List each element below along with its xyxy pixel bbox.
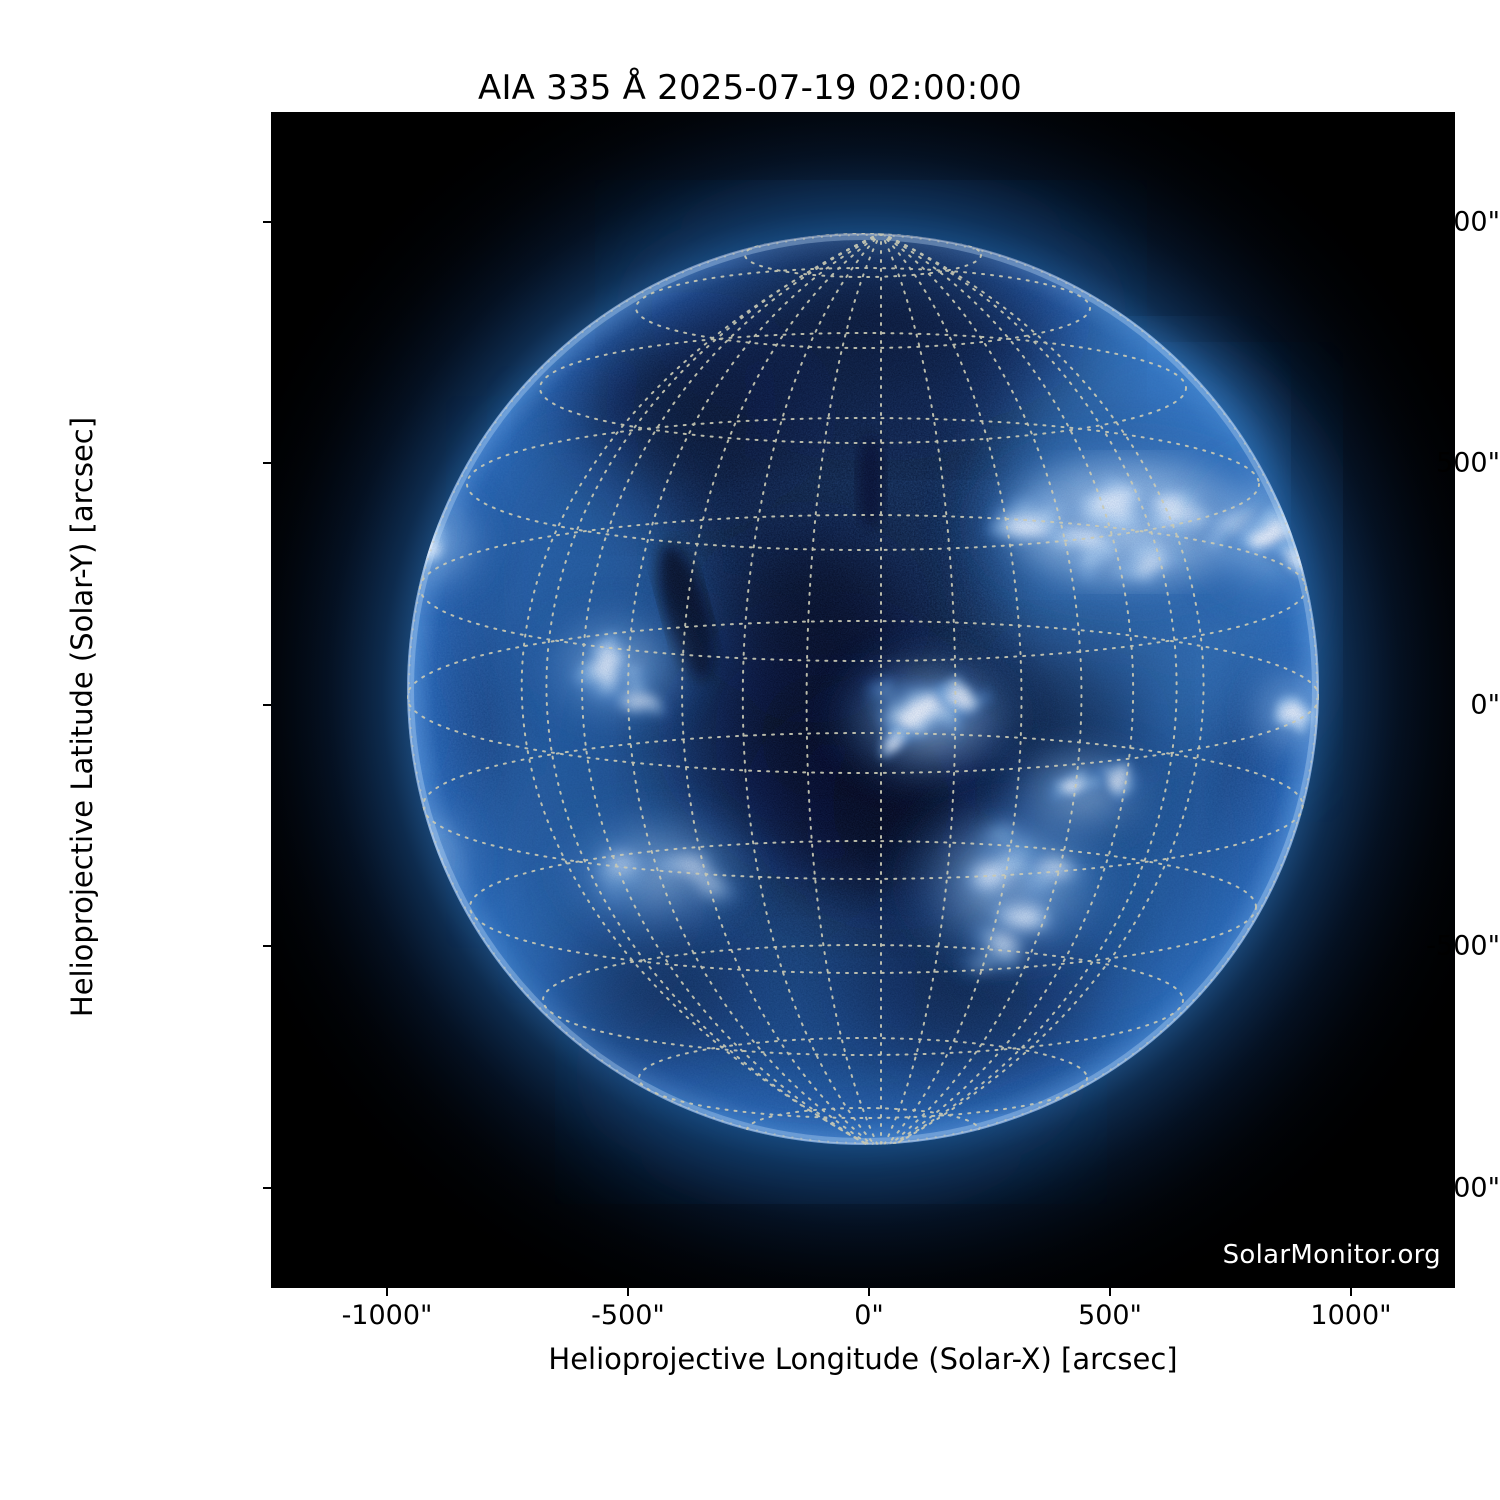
y-tick-label--500: -500" — [1426, 930, 1500, 962]
x-tick-label-500: 500" — [1078, 1300, 1142, 1331]
y-tick-label--1000: -1000" — [1409, 1172, 1500, 1204]
x-tick-1000 — [1350, 1288, 1352, 1296]
y-tick--1000 — [263, 1187, 271, 1189]
y-tick-500 — [263, 462, 271, 464]
x-tick-label--500: -500" — [591, 1300, 665, 1331]
y-tick-label-0: 0" — [1470, 689, 1500, 721]
x-tick--500 — [627, 1288, 629, 1296]
y-tick--500 — [263, 945, 271, 947]
x-tick-500 — [1109, 1288, 1111, 1296]
solar-image-plot-area: SolarMonitor.org — [271, 112, 1455, 1288]
x-tick-label-1000: 1000" — [1310, 1300, 1392, 1331]
y-tick-1000 — [263, 221, 271, 223]
y-axis-title: Helioprojective Latitude (Solar-Y) [arcs… — [65, 416, 99, 1018]
y-tick-label-500: 500" — [1436, 447, 1500, 479]
solar-disk-image — [271, 112, 1455, 1288]
disk-features — [407, 233, 1319, 1145]
x-tick-0 — [868, 1288, 870, 1296]
y-tick-0 — [263, 704, 271, 706]
x-tick-label--1000: -1000" — [341, 1300, 433, 1331]
solar-limb-outline — [408, 234, 1318, 1144]
x-tick-label-0: 0" — [854, 1300, 884, 1331]
x-tick--1000 — [386, 1288, 388, 1296]
y-tick-label-1000: 1000" — [1418, 206, 1500, 238]
heliographic-grid — [407, 233, 1319, 1145]
x-axis-title: Helioprojective Longitude (Solar-X) [arc… — [548, 1342, 1178, 1376]
page-title: AIA 335 Å 2025-07-19 02:00:00 — [477, 68, 1023, 108]
